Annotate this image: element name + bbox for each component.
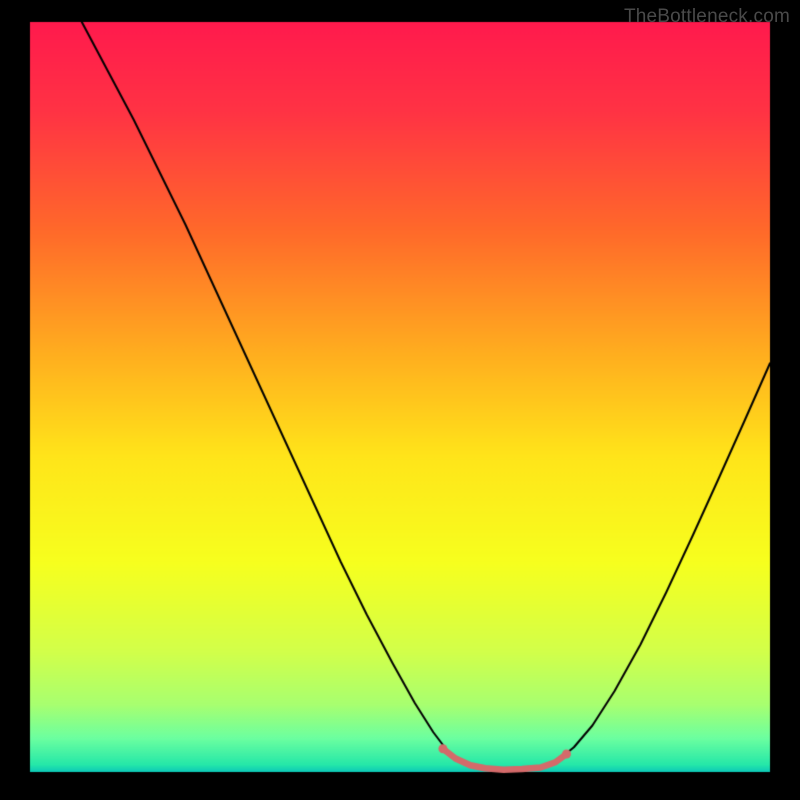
bottleneck-curve-chart (0, 0, 800, 800)
watermark-text: TheBottleneck.com (624, 6, 790, 28)
chart-container (0, 0, 800, 800)
